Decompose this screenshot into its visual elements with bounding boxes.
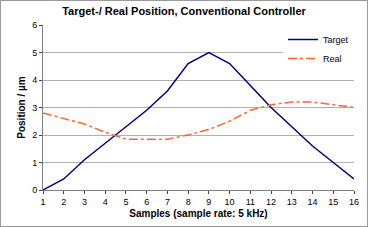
- svg-text:12: 12: [266, 197, 276, 207]
- svg-text:Samples (sample rate: 5 kHz): Samples (sample rate: 5 kHz): [129, 208, 267, 219]
- svg-text:15: 15: [328, 197, 338, 207]
- svg-text:6: 6: [32, 20, 37, 30]
- svg-text:1: 1: [32, 158, 37, 168]
- svg-text:2: 2: [61, 197, 66, 207]
- svg-text:6: 6: [144, 197, 149, 207]
- svg-text:9: 9: [206, 197, 211, 207]
- svg-text:13: 13: [287, 197, 297, 207]
- svg-text:Position / µm: Position / µm: [16, 76, 27, 139]
- svg-text:4: 4: [103, 197, 108, 207]
- svg-text:4: 4: [32, 75, 37, 85]
- svg-text:Target-/ Real Position, Conven: Target-/ Real Position, Conventional Con…: [62, 5, 306, 17]
- svg-text:3: 3: [32, 103, 37, 113]
- svg-text:Target: Target: [323, 35, 349, 45]
- svg-text:1: 1: [40, 197, 45, 207]
- svg-text:11: 11: [246, 197, 255, 207]
- svg-text:7: 7: [165, 197, 170, 207]
- svg-text:16: 16: [349, 197, 359, 207]
- svg-text:3: 3: [82, 197, 87, 207]
- svg-text:14: 14: [308, 197, 318, 207]
- svg-text:Real: Real: [323, 54, 342, 64]
- svg-text:5: 5: [123, 197, 128, 207]
- svg-text:8: 8: [186, 197, 191, 207]
- svg-text:2: 2: [32, 130, 37, 140]
- svg-text:5: 5: [32, 48, 37, 58]
- svg-text:10: 10: [225, 197, 235, 207]
- svg-text:0: 0: [32, 185, 37, 195]
